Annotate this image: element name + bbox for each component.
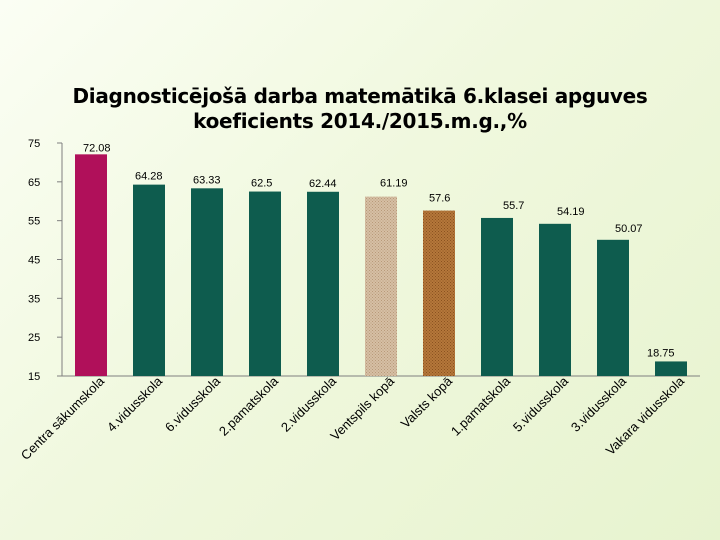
data-label: 54.19 — [557, 206, 585, 218]
category-label: 1.pamatskola — [448, 373, 514, 439]
data-label: 64.28 — [135, 171, 163, 183]
category-label: 6.vidusskola — [162, 373, 224, 435]
chart-title-line2: koeficients 2014./2015.m.g.,% — [193, 109, 527, 133]
bar — [423, 210, 455, 376]
y-tick-label: 55 — [28, 216, 40, 228]
data-label: 72.08 — [83, 142, 111, 154]
data-label: 62.5 — [251, 178, 272, 190]
bar — [75, 154, 107, 376]
y-tick-label: 25 — [28, 332, 40, 344]
chart-title: Diagnosticējošā darba matemātikā 6.klase… — [60, 84, 660, 134]
category-label: 5.vidusskola — [510, 373, 572, 435]
bar — [655, 361, 687, 376]
data-label: 57.6 — [429, 193, 450, 205]
category-label: Valsts kopā — [398, 373, 456, 431]
data-label: 63.33 — [193, 174, 221, 186]
data-label: 50.07 — [615, 223, 643, 235]
bar — [597, 239, 629, 376]
y-tick-label: 65 — [28, 177, 40, 189]
data-label: 62.44 — [309, 178, 337, 190]
y-tick-label: 15 — [28, 371, 40, 383]
y-tick-label: 35 — [28, 293, 40, 305]
y-tick-label: 75 — [28, 138, 40, 150]
bar — [365, 196, 397, 376]
y-tick-label: 45 — [28, 255, 40, 267]
category-label: Centra sākumskola — [18, 373, 108, 463]
bar — [133, 184, 165, 376]
category-label: 3.vidusskola — [568, 373, 630, 435]
category-label: 2.pamatskola — [216, 373, 282, 439]
category-label: 2.vidusskola — [278, 373, 340, 435]
data-label: 18.75 — [647, 347, 675, 359]
bar — [191, 188, 223, 376]
bar — [539, 223, 571, 376]
bar — [307, 191, 339, 376]
data-label: 61.19 — [380, 178, 408, 190]
bar — [481, 217, 513, 376]
data-label: 55.7 — [503, 200, 524, 212]
chart-title-line1: Diagnosticējošā darba matemātikā 6.klase… — [72, 84, 648, 108]
category-label: 4.vidusskola — [104, 373, 166, 435]
bar — [249, 191, 281, 376]
